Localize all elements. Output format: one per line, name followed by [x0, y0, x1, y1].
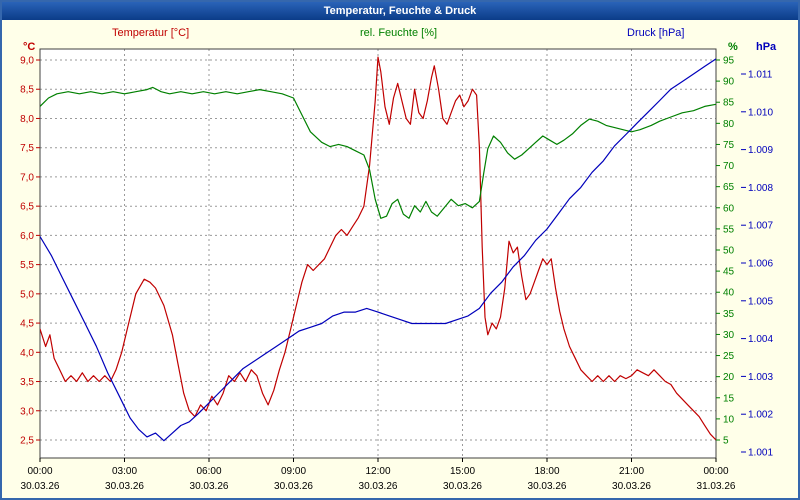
pressure-tick-label: 1.010	[748, 107, 773, 118]
temp-tick-label: 2,5	[20, 436, 34, 447]
pressure-tick-label: 1.008	[748, 183, 773, 194]
temp-tick-label: 7,0	[20, 172, 34, 183]
temp-tick-label: 3,0	[20, 406, 34, 417]
temp-tick-label: 5,0	[20, 289, 34, 300]
axis-unit-percent: %	[728, 41, 738, 53]
pressure-tick-label: 1.005	[748, 296, 773, 307]
humidity-tick-label: 5	[723, 436, 729, 447]
legend-humidity: rel. Feuchte [%]	[360, 27, 438, 39]
x-date-label: 30.03.26	[21, 481, 60, 492]
humidity-tick-label: 80	[723, 119, 735, 130]
x-date-label: 30.03.26	[105, 481, 144, 492]
x-date-label: 30.03.26	[612, 481, 651, 492]
temp-tick-label: 8,5	[20, 85, 34, 96]
x-time-label: 06:00	[196, 466, 221, 477]
humidity-tick-label: 60	[723, 203, 735, 214]
axis-unit-celsius: °C	[23, 41, 36, 53]
axis-unit-hpa: hPa	[756, 41, 777, 53]
pressure-tick-label: 1.004	[748, 334, 773, 345]
x-time-label: 03:00	[112, 466, 137, 477]
humidity-tick-label: 55	[723, 224, 735, 235]
humidity-tick-label: 85	[723, 98, 735, 109]
pressure-tick-label: 1.011	[748, 70, 773, 81]
humidity-line	[40, 86, 716, 219]
x-date-label: 30.03.26	[359, 481, 398, 492]
temp-tick-label: 4,0	[20, 348, 34, 359]
window-title: Temperatur, Feuchte & Druck	[323, 5, 477, 17]
x-date-label: 30.03.26	[443, 481, 482, 492]
x-time-label: 18:00	[534, 466, 559, 477]
humidity-tick-label: 40	[723, 288, 735, 299]
humidity-tick-label: 15	[723, 393, 735, 404]
humidity-tick-label: 95	[723, 56, 735, 67]
legend-pressure: Druck [hPa]	[627, 27, 685, 39]
temp-tick-label: 6,0	[20, 231, 34, 242]
humidity-tick-label: 70	[723, 161, 735, 172]
humidity-tick-label: 30	[723, 330, 735, 341]
x-date-label: 30.03.26	[528, 481, 567, 492]
humidity-tick-label: 50	[723, 246, 735, 257]
pressure-tick-label: 1.009	[748, 145, 773, 156]
x-date-label: 30.03.26	[190, 481, 229, 492]
temp-tick-label: 3,5	[20, 377, 34, 388]
window-titlebar[interactable]: Temperatur, Feuchte & Druck	[2, 2, 798, 20]
pressure-tick-label: 1.001	[748, 448, 773, 459]
temp-tick-label: 7,5	[20, 143, 34, 154]
humidity-tick-label: 90	[723, 77, 735, 88]
humidity-tick-label: 45	[723, 267, 735, 278]
temp-tick-label: 8,0	[20, 114, 34, 125]
legend-temperature: Temperatur [°C]	[112, 27, 190, 39]
temp-tick-label: 4,5	[20, 319, 34, 330]
x-date-label: 31.03.26	[697, 481, 736, 492]
humidity-tick-label: 35	[723, 309, 735, 320]
x-time-label: 21:00	[619, 466, 644, 477]
x-date-label: 30.03.26	[274, 481, 313, 492]
humidity-tick-label: 10	[723, 414, 735, 425]
pressure-line	[40, 58, 716, 442]
x-time-label: 09:00	[281, 466, 306, 477]
temp-tick-label: 6,5	[20, 202, 34, 213]
x-time-label: 00:00	[27, 466, 52, 477]
pressure-tick-label: 1.002	[748, 410, 773, 421]
x-time-label: 12:00	[365, 466, 390, 477]
pressure-tick-label: 1.007	[748, 221, 773, 232]
x-time-label: 00:00	[703, 466, 728, 477]
humidity-tick-label: 65	[723, 182, 735, 193]
humidity-tick-label: 20	[723, 372, 735, 383]
temp-tick-label: 5,5	[20, 260, 34, 271]
humidity-tick-label: 75	[723, 140, 735, 151]
temp-tick-label: 9,0	[20, 56, 34, 67]
pressure-tick-label: 1.006	[748, 259, 773, 270]
humidity-tick-label: 25	[723, 351, 735, 362]
temperature-line	[40, 56, 716, 441]
pressure-tick-label: 1.003	[748, 372, 773, 383]
x-time-label: 15:00	[450, 466, 475, 477]
